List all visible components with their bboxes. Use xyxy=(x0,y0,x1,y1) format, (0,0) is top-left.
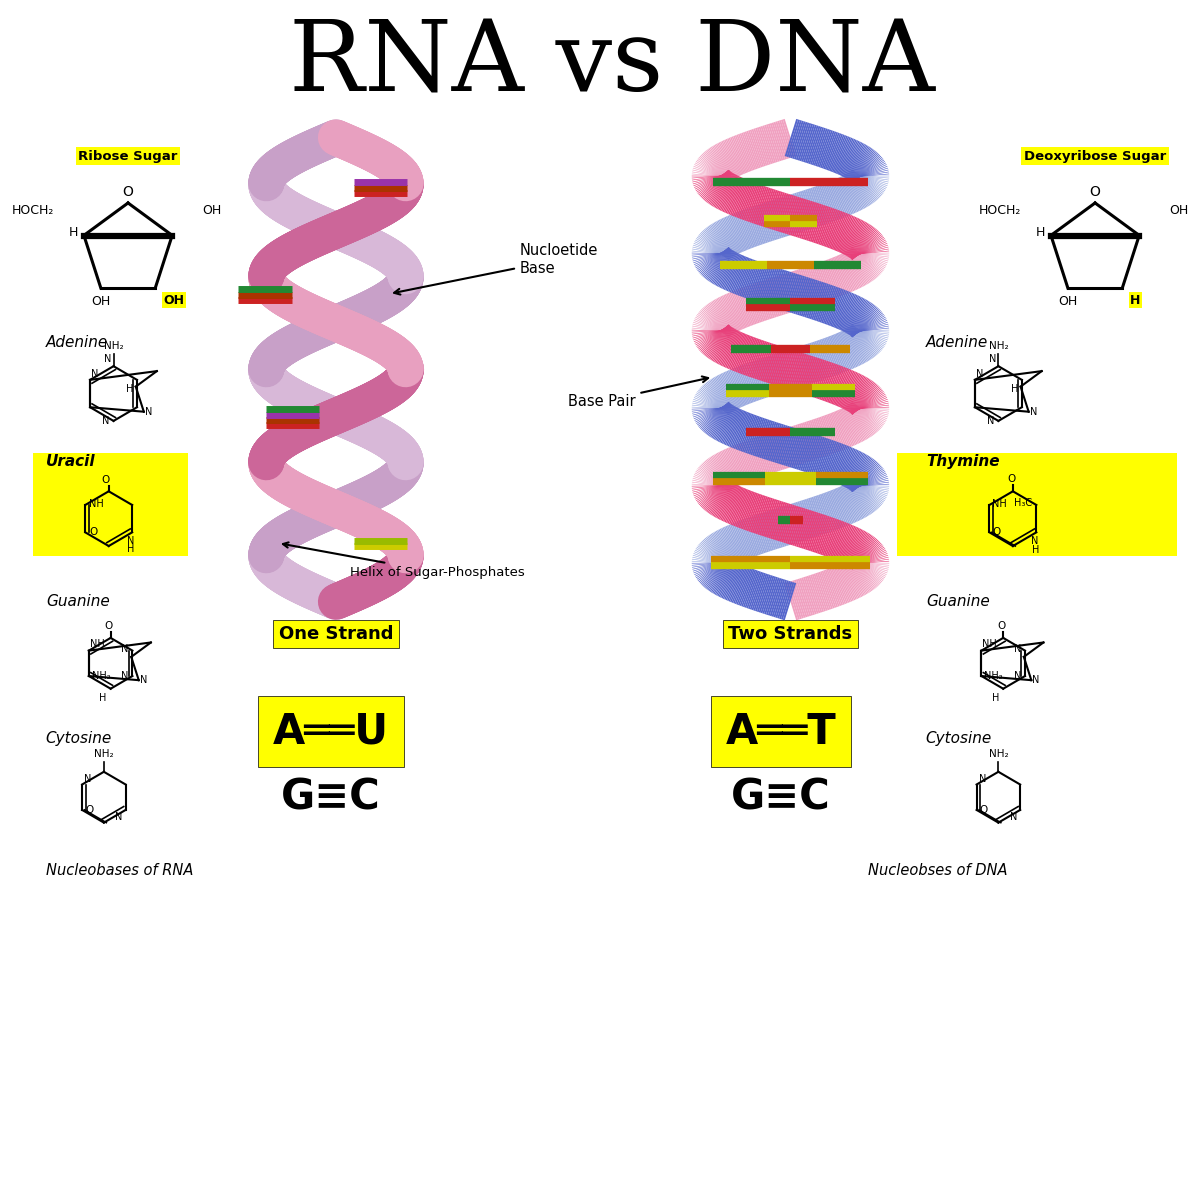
Text: Nucleobses of DNA: Nucleobses of DNA xyxy=(868,863,1007,878)
Text: NH: NH xyxy=(983,638,997,649)
Text: OH: OH xyxy=(1169,204,1189,216)
Text: OH: OH xyxy=(163,294,184,307)
Text: O: O xyxy=(1090,185,1100,199)
Text: N: N xyxy=(145,407,152,416)
Text: Guanine: Guanine xyxy=(46,594,109,610)
Text: Guanine: Guanine xyxy=(926,594,990,610)
Text: O: O xyxy=(85,805,94,815)
Text: N: N xyxy=(115,812,122,822)
Text: H: H xyxy=(1010,384,1018,394)
Text: O: O xyxy=(122,185,133,199)
Text: OH: OH xyxy=(1058,295,1078,307)
Text: Two Strands: Two Strands xyxy=(728,625,852,643)
Text: NH₂: NH₂ xyxy=(989,341,1008,352)
Text: N: N xyxy=(989,354,996,365)
Text: N: N xyxy=(139,676,148,685)
Text: OH: OH xyxy=(203,204,222,216)
Text: One Strand: One Strand xyxy=(278,625,394,643)
Text: Cytosine: Cytosine xyxy=(926,731,992,746)
FancyBboxPatch shape xyxy=(34,454,188,556)
Text: Thymine: Thymine xyxy=(926,455,1000,469)
Text: Base Pair: Base Pair xyxy=(568,377,708,409)
Text: Ribose Sugar: Ribose Sugar xyxy=(78,150,178,162)
Text: NH: NH xyxy=(89,499,104,509)
Text: Adenine: Adenine xyxy=(926,335,988,350)
Text: Deoxyribose Sugar: Deoxyribose Sugar xyxy=(1024,150,1166,162)
Text: N: N xyxy=(978,774,986,784)
Text: Uracil: Uracil xyxy=(46,455,96,469)
Text: Cytosine: Cytosine xyxy=(46,731,112,746)
Text: Nucleobases of RNA: Nucleobases of RNA xyxy=(46,863,193,878)
Text: N: N xyxy=(121,671,128,682)
Text: OH: OH xyxy=(91,295,110,307)
Text: NH₂: NH₂ xyxy=(94,749,114,760)
Text: N: N xyxy=(84,774,91,784)
Text: A══U: A══U xyxy=(274,710,389,752)
Text: N: N xyxy=(1010,812,1018,822)
Text: N: N xyxy=(126,536,134,546)
Text: H: H xyxy=(1032,545,1039,556)
Text: Helix of Sugar-Phosphates: Helix of Sugar-Phosphates xyxy=(283,542,526,578)
Text: N: N xyxy=(121,643,128,654)
Text: H₃C: H₃C xyxy=(1014,498,1032,508)
Text: O: O xyxy=(89,527,97,538)
Text: O: O xyxy=(1008,474,1016,485)
Text: H: H xyxy=(127,544,134,554)
Text: HOCH₂: HOCH₂ xyxy=(978,204,1021,216)
Text: N: N xyxy=(1031,536,1038,546)
Text: H: H xyxy=(992,692,1000,703)
Text: N: N xyxy=(1014,671,1021,682)
Text: H: H xyxy=(100,692,107,703)
Text: Nucloetide
Base: Nucloetide Base xyxy=(394,244,598,294)
Text: NH₂: NH₂ xyxy=(989,749,1008,760)
Text: N: N xyxy=(102,416,109,426)
Text: Adenine: Adenine xyxy=(46,335,108,350)
Text: N: N xyxy=(104,354,112,365)
Text: O: O xyxy=(992,527,1001,538)
Text: G≡C: G≡C xyxy=(731,776,830,818)
Text: H: H xyxy=(1036,226,1045,239)
Text: NH₂: NH₂ xyxy=(984,671,1003,682)
Text: N: N xyxy=(988,416,995,426)
FancyBboxPatch shape xyxy=(896,454,1177,556)
Text: N: N xyxy=(91,368,98,379)
Text: N: N xyxy=(976,368,983,379)
Text: H: H xyxy=(68,226,78,239)
Text: O: O xyxy=(979,805,988,815)
Text: RNA vs DNA: RNA vs DNA xyxy=(289,17,935,112)
Text: H: H xyxy=(126,384,133,394)
Text: H: H xyxy=(1130,294,1140,307)
Text: O: O xyxy=(997,622,1006,631)
Text: A══T: A══T xyxy=(726,710,836,752)
Text: G≡C: G≡C xyxy=(281,776,380,818)
Text: NH₂: NH₂ xyxy=(103,341,124,352)
Text: N: N xyxy=(1014,643,1021,654)
Text: NH: NH xyxy=(992,499,1007,509)
Text: N: N xyxy=(1030,407,1037,416)
Text: N: N xyxy=(1032,676,1039,685)
Text: O: O xyxy=(104,622,113,631)
Text: HOCH₂: HOCH₂ xyxy=(11,204,54,216)
Text: NH₂: NH₂ xyxy=(91,671,110,682)
Text: NH: NH xyxy=(90,638,104,649)
Text: O: O xyxy=(102,475,110,486)
